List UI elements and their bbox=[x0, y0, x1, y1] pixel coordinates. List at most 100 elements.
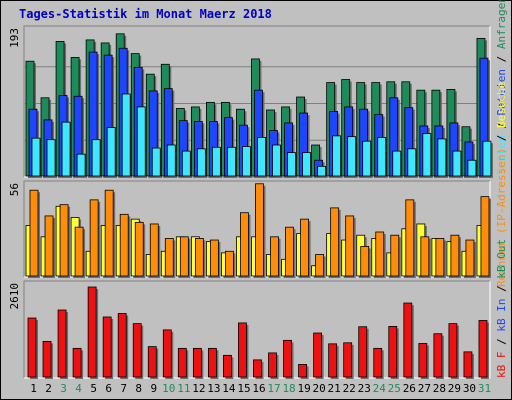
chart-title: Tages-Statistik im Monat Maerz 2018 bbox=[19, 7, 272, 21]
bar-besuche-day-21 bbox=[330, 207, 340, 277]
x-tick-label-day-30: 30 bbox=[463, 382, 476, 395]
bar-kb-day-14 bbox=[223, 354, 232, 378]
bar-besuche-day-29 bbox=[450, 234, 460, 277]
x-tick-label-day-5: 5 bbox=[90, 382, 97, 395]
bar-kb-day-6 bbox=[102, 316, 112, 378]
bar-kb-day-12 bbox=[192, 347, 202, 378]
x-tick-label-day-26: 26 bbox=[403, 382, 416, 395]
x-tick-label-day-17: 17 bbox=[267, 382, 280, 395]
x-tick-label-day-31: 31 bbox=[478, 382, 491, 395]
bar-besuche-day-10 bbox=[164, 238, 174, 277]
bar-seiten-day-27 bbox=[422, 133, 432, 177]
x-tick-label-day-10: 10 bbox=[162, 382, 175, 395]
x-tick-label-day-28: 28 bbox=[433, 382, 446, 395]
bar-seiten-day-30 bbox=[467, 159, 477, 177]
bar-kb-day-20 bbox=[313, 332, 323, 378]
bar-besuche-day-7 bbox=[119, 213, 129, 277]
bar-besuche-day-5 bbox=[89, 199, 99, 277]
legend-requests: Seiten / Dateien / Anfragen bbox=[495, 0, 508, 175]
legend-visits-part: Besuche bbox=[495, 82, 508, 128]
bar-kb-day-7 bbox=[117, 313, 127, 378]
bar-besuche-day-25 bbox=[390, 234, 400, 277]
bar-besuche-day-14 bbox=[225, 250, 234, 277]
legend-kb-part: kB F bbox=[495, 352, 508, 379]
y-max-label-panel-1: 193 bbox=[8, 28, 21, 48]
legend-kb-part: / bbox=[495, 279, 508, 299]
bar-besuche-day-30 bbox=[465, 239, 475, 277]
bar-seiten-day-20 bbox=[317, 165, 327, 177]
x-tick-label-day-21: 21 bbox=[328, 382, 341, 395]
bar-seiten-day-23 bbox=[362, 140, 372, 177]
bar-kb-day-28 bbox=[433, 333, 443, 378]
bar-besuche-day-15 bbox=[240, 212, 249, 277]
legend-visits-part: / bbox=[495, 128, 508, 148]
bar-kb-day-27 bbox=[418, 343, 428, 378]
legend-kb-part: / bbox=[495, 332, 508, 352]
x-tick-label-day-6: 6 bbox=[105, 382, 112, 395]
bar-seiten-day-7 bbox=[121, 93, 131, 177]
x-tick-label-day-13: 13 bbox=[207, 382, 220, 395]
bar-besuche-day-24 bbox=[375, 231, 385, 277]
legend-kb-part: kB Out bbox=[495, 239, 508, 279]
x-tick-label-day-7: 7 bbox=[120, 382, 127, 395]
bar-seiten-day-19 bbox=[302, 152, 311, 177]
x-tick-label-day-12: 12 bbox=[192, 382, 205, 395]
bar-kb-day-16 bbox=[253, 359, 262, 378]
panel-3-border-light bbox=[24, 281, 491, 379]
legend-visits: Rechner (IP-Adressen) / Besuche bbox=[495, 82, 508, 287]
bar-seiten-day-2 bbox=[46, 139, 56, 177]
panel-2-border-dark bbox=[23, 180, 490, 277]
panel-1-border-dark bbox=[23, 25, 490, 177]
bar-besuche-day-23 bbox=[360, 246, 370, 277]
legend-requests-part: Seiten bbox=[495, 135, 508, 175]
bar-kb-day-5 bbox=[87, 286, 97, 378]
bar-kb-day-13 bbox=[207, 347, 217, 378]
bar-seiten-day-25 bbox=[392, 150, 402, 177]
bar-kb-day-17 bbox=[268, 352, 277, 378]
x-tick-label-day-9: 9 bbox=[150, 382, 157, 395]
bar-besuche-day-28 bbox=[435, 238, 445, 277]
legend-kb: kB F / kB In / kB Out bbox=[495, 239, 508, 378]
x-tick-label-day-18: 18 bbox=[282, 382, 295, 395]
bar-seiten-day-18 bbox=[287, 152, 296, 177]
bar-kb-day-19 bbox=[298, 364, 307, 378]
bar-kb-day-9 bbox=[147, 346, 157, 378]
x-tick-label-day-23: 23 bbox=[358, 382, 371, 395]
bar-besuche-day-1 bbox=[29, 189, 39, 277]
bar-kb-day-4 bbox=[72, 347, 82, 378]
bar-seiten-day-26 bbox=[407, 148, 417, 177]
bar-besuche-day-16 bbox=[255, 183, 264, 277]
x-tick-label-day-29: 29 bbox=[448, 382, 461, 395]
legend-requests-part: / bbox=[495, 49, 508, 69]
bar-seiten-day-16 bbox=[257, 136, 266, 177]
bar-besuche-day-18 bbox=[285, 226, 294, 277]
bar-besuche-day-22 bbox=[345, 215, 355, 277]
bar-kb-day-1 bbox=[27, 317, 37, 378]
bar-kb-day-11 bbox=[177, 347, 187, 378]
bar-seiten-day-28 bbox=[437, 138, 447, 177]
bar-besuche-day-26 bbox=[405, 199, 415, 277]
legend-visits-part: Rechner (IP-Adressen) bbox=[495, 148, 508, 287]
x-tick-label-day-1: 1 bbox=[30, 382, 37, 395]
bar-besuche-day-13 bbox=[209, 239, 219, 277]
x-tick-label-day-3: 3 bbox=[60, 382, 67, 395]
bar-seiten-day-24 bbox=[377, 136, 387, 177]
bar-besuche-day-9 bbox=[149, 223, 159, 277]
bar-kb-day-23 bbox=[358, 326, 368, 378]
legend-kb-part: kB In bbox=[495, 299, 508, 332]
x-tick-label-day-14: 14 bbox=[222, 382, 236, 395]
bar-kb-day-2 bbox=[42, 340, 52, 378]
bar-besuche-day-17 bbox=[270, 236, 279, 277]
bar-seiten-day-31 bbox=[482, 140, 492, 177]
bar-besuche-day-11 bbox=[179, 236, 189, 277]
bar-seiten-day-1 bbox=[31, 137, 41, 177]
bar-seiten-day-17 bbox=[272, 144, 281, 177]
x-tick-label-day-27: 27 bbox=[418, 382, 431, 395]
bar-seiten-day-15 bbox=[242, 146, 251, 177]
bar-kb-day-21 bbox=[328, 343, 338, 378]
bar-seiten-day-4 bbox=[76, 153, 86, 177]
bar-seiten-day-6 bbox=[106, 127, 116, 177]
x-tick-label-day-15: 15 bbox=[237, 382, 250, 395]
x-tick-label-day-19: 19 bbox=[297, 382, 310, 395]
bar-besuche-day-12 bbox=[194, 238, 204, 277]
